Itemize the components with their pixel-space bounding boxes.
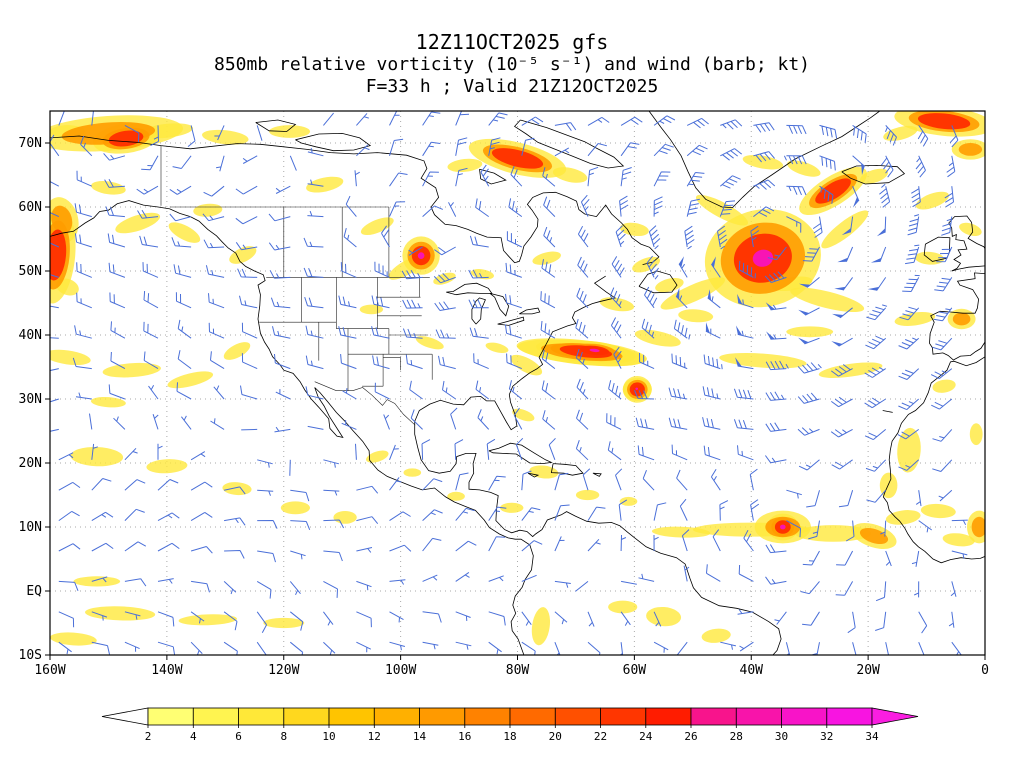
colorbar-tick-label: 16 <box>458 730 471 743</box>
colorbar-tick-label: 26 <box>684 730 697 743</box>
colorbar-tick-label: 20 <box>549 730 562 743</box>
x-tick-label: 20W <box>856 663 880 678</box>
colorbar-tick-label: 14 <box>413 730 427 743</box>
x-tick-label: 160W <box>34 663 65 678</box>
chart-title-run: 12Z11OCT2025 gfs <box>415 30 609 54</box>
x-tick-label: 100W <box>385 663 416 678</box>
colorbar-tick-label: 34 <box>865 730 879 743</box>
colorbar-tick-label: 4 <box>190 730 197 743</box>
colorbar-tick-label: 6 <box>235 730 242 743</box>
y-tick-label: 20N <box>19 456 42 471</box>
x-tick-label: 140W <box>151 663 182 678</box>
colorbar-tick-label: 8 <box>280 730 287 743</box>
x-tick-label: 0 <box>981 663 989 678</box>
coastline-layer <box>50 111 985 655</box>
y-tick-label: 50N <box>19 264 42 279</box>
wind-barb-layer <box>50 111 968 655</box>
colorbar-tick-label: 18 <box>503 730 516 743</box>
y-tick-label: 30N <box>19 392 42 407</box>
y-tick-label: 40N <box>19 328 42 343</box>
colorbar-tick-label: 22 <box>594 730 607 743</box>
colorbar-tick-label: 28 <box>730 730 743 743</box>
chart-title-block: 12Z11OCT2025 gfs 850mb relative vorticit… <box>0 30 1024 98</box>
x-tick-label: 80W <box>506 663 530 678</box>
colorbar-tick-label: 2 <box>145 730 152 743</box>
colorbar-tick-label: 24 <box>639 730 653 743</box>
x-tick-label: 40W <box>740 663 764 678</box>
y-tick-label: 10N <box>19 520 42 535</box>
vorticity-layer <box>50 111 985 646</box>
x-tick-label: 60W <box>623 663 647 678</box>
colorbar-tick-label: 12 <box>368 730 381 743</box>
chart-title-field: 850mb relative vorticity (10⁻⁵ s⁻¹) and … <box>213 54 811 76</box>
y-tick-label: 60N <box>19 200 42 215</box>
x-tick-label: 120W <box>268 663 299 678</box>
colorbar-tick-label: 30 <box>775 730 788 743</box>
chart-title-valid: F=33 h ; Valid 21Z12OCT2025 <box>365 76 659 98</box>
colorbar-tick-label: 10 <box>322 730 335 743</box>
y-tick-label: EQ <box>26 584 42 599</box>
y-tick-label: 10S <box>19 648 42 663</box>
y-tick-label: 70N <box>19 136 42 151</box>
colorbar: 2 4 6 8 10 12 14 16 18 20 22 24 26 28 30 32 34 <box>101 707 919 743</box>
colorbar-tick-label: 32 <box>820 730 833 743</box>
borders-layer <box>160 145 433 426</box>
